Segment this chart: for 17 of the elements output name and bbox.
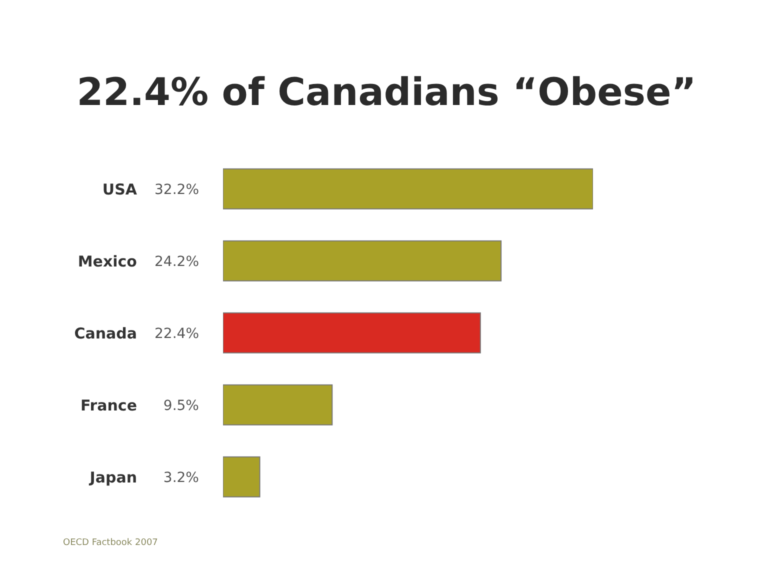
data-label: 9.5%: [163, 398, 199, 414]
data-label: 3.2%: [163, 470, 199, 486]
y-tick-label: Japan: [88, 468, 137, 486]
y-tick-label: Mexico: [78, 252, 137, 270]
bar: [223, 384, 333, 426]
data-label: 32.2%: [154, 182, 199, 198]
bar: [223, 168, 593, 210]
data-label: 22.4%: [154, 326, 199, 342]
bar: [223, 240, 502, 282]
bar: [223, 456, 260, 498]
y-tick-label: France: [80, 396, 137, 414]
y-tick-label: Canada: [74, 324, 137, 342]
text: OECD Factbook 2007: [63, 538, 158, 548]
data-label: 24.2%: [154, 254, 199, 270]
y-tick-label: USA: [102, 180, 138, 198]
chart-title: 22.4% of Canadians “Obese”: [76, 70, 698, 114]
bar: [223, 312, 481, 354]
